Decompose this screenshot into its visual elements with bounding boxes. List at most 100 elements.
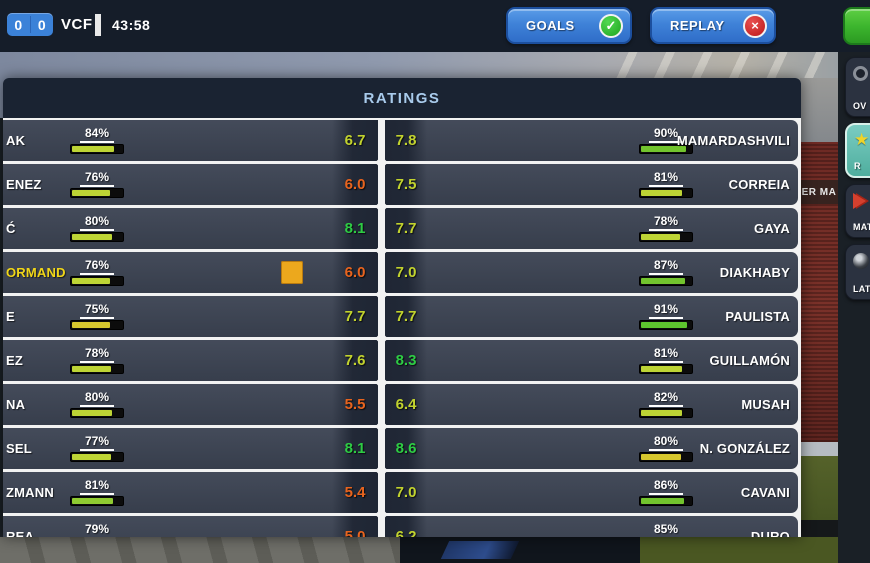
column-divider [378,164,385,205]
check-icon: ✓ [599,13,623,38]
player-row[interactable]: Ć 80% 8.1 [3,208,378,249]
ratings-rows-container[interactable]: AK 84% 6.7 7.8 90% MAMARDASHVILI ENEZ 76% 6.0 7.5… [3,118,801,537]
rating-cell: 7.7 [332,296,378,337]
player-row[interactable]: 7.5 81% CORREIA [385,164,798,205]
fitness-bar-track [639,408,693,418]
fitness-percent-label: 85% [649,522,683,537]
player-row[interactable]: ZMANN 81% 5.4 [3,472,378,513]
fitness-bar-track [70,452,124,462]
rating-cell: 8.1 [332,208,378,249]
player-row[interactable]: 7.0 87% DIAKHABY [385,252,798,293]
player-row-pair: ENEZ 76% 6.0 7.5 81% CORREIA [3,164,801,205]
column-divider [378,120,385,161]
fitness-block: 81% [624,344,708,374]
rating-cell: 7.5 [385,164,427,205]
player-name: ORMAND [6,265,66,280]
player-name: DURO [750,529,790,537]
scoreboard: 0 0 [7,13,53,36]
player-row[interactable]: ORMAND 76% 6.0 [3,252,378,293]
player-row[interactable]: AK 84% 6.7 [3,120,378,161]
rating-value: 6.0 [344,176,366,193]
player-name: CAVANI [740,485,790,500]
player-row[interactable]: EZ 78% 7.6 [3,340,378,381]
rating-cell: 7.7 [385,296,427,337]
player-name: EZ [6,353,24,368]
fitness-percent-label: 90% [648,126,684,143]
fitness-block: 77% [55,432,139,462]
fitness-block: 80% [55,212,139,242]
player-row[interactable]: ENEZ 76% 6.0 [3,164,378,205]
fitness-block: 76% [55,256,139,286]
fitness-bar-track [70,408,124,418]
fitness-block: 75% [55,300,139,330]
player-row[interactable]: 7.8 90% MAMARDASHVILI [385,120,798,161]
sidebar-item-latest[interactable]: LATE [845,244,870,300]
replay-button-label: REPLAY [670,18,725,33]
fitness-block: 81% [624,168,708,198]
player-row[interactable]: SEL 77% 8.1 [3,428,378,469]
rating-value: 8.1 [344,220,366,237]
player-name: DIAKHABY [719,265,790,280]
goals-button[interactable]: GOALS ✓ [506,7,632,44]
fitness-percent-label: 82% [648,390,684,407]
fitness-bar-fill [72,234,112,240]
player-row[interactable]: REA 79% 5.0 [3,516,378,537]
player-row-pair: SEL 77% 8.1 8.6 80% N. GONZÁLEZ [3,428,801,469]
player-row[interactable]: NA 80% 5.5 [3,384,378,425]
player-name: E [6,309,15,324]
ratings-panel: RATINGS AK 84% 6.7 7.8 90% MAMARDASHVILI ENEZ 7… [3,78,801,537]
player-row[interactable]: 6.2 85% DURO [385,516,798,537]
fitness-block: 79% [55,520,139,537]
player-row-pair: EZ 78% 7.6 8.3 81% GUILLAMÓN [3,340,801,381]
fitness-percent-label: 78% [79,346,115,363]
player-row-pair: ORMAND 76% 6.0 7.0 87% DIAKHABY [3,252,801,293]
sidebar-item-ratings-label: R [854,161,861,171]
rating-cell: 6.2 [385,516,427,537]
fitness-percent-label: 77% [79,434,115,451]
fitness-bar-fill [641,146,686,152]
player-row-pair: AK 84% 6.7 7.8 90% MAMARDASHVILI [3,120,801,161]
rating-value: 7.0 [395,484,417,501]
sidebar-item-match-label: MAT [853,222,870,232]
advertising-hoarding: ER MA [800,180,838,204]
sidebar-item-match[interactable]: MAT [845,184,870,238]
fitness-bar-fill [72,410,112,416]
sidebar-item-ratings[interactable]: ★ R [845,123,870,178]
fitness-bar-fill [641,322,687,328]
fitness-percent-label: 81% [79,478,115,495]
player-row[interactable]: 7.0 86% CAVANI [385,472,798,513]
stadium-rail [800,442,838,456]
player-name: REA [6,529,35,537]
fitness-bar-fill [641,234,680,240]
player-row[interactable]: 6.4 82% MUSAH [385,384,798,425]
rating-cell: 5.0 [332,516,378,537]
ratings-icon: ★ [854,130,870,149]
fitness-block: 90% [624,124,708,154]
column-divider [378,516,385,537]
player-row-pair: Ć 80% 8.1 7.7 78% GAYA [3,208,801,249]
replay-button[interactable]: REPLAY × [650,7,776,44]
fitness-bar-fill [72,190,110,196]
fitness-bar-fill [641,278,685,284]
sidebar-item-overview[interactable]: OV [845,57,870,117]
player-row[interactable]: 7.7 78% GAYA [385,208,798,249]
rating-value: 7.7 [395,220,417,237]
latest-icon [853,253,869,269]
player-row[interactable]: 8.6 80% N. GONZÁLEZ [385,428,798,469]
sidebar-item-latest-label: LATE [853,284,870,294]
fitness-block: 78% [624,212,708,242]
fitness-bar-track [70,496,124,506]
player-row-pair: ZMANN 81% 5.4 7.0 86% CAVANI [3,472,801,513]
player-row[interactable]: 7.7 91% PAULISTA [385,296,798,337]
rating-value: 8.6 [395,440,417,457]
fitness-bar-track [639,188,693,198]
player-row[interactable]: E 75% 7.7 [3,296,378,337]
fitness-percent-label: 91% [648,302,684,319]
column-divider [378,208,385,249]
primary-action-button[interactable] [843,7,870,45]
stadium-right-background: ER MA [800,78,838,563]
match-icon [853,193,866,209]
rating-cell: 6.7 [332,120,378,161]
fitness-bar-track [639,232,693,242]
player-row[interactable]: 8.3 81% GUILLAMÓN [385,340,798,381]
